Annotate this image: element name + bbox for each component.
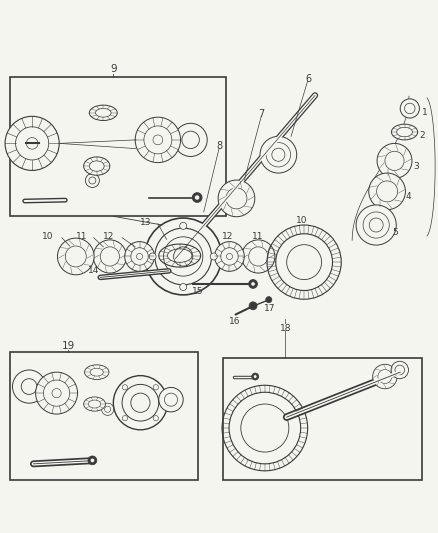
Circle shape xyxy=(377,143,412,179)
Circle shape xyxy=(218,180,255,217)
Circle shape xyxy=(215,241,244,271)
Circle shape xyxy=(26,138,38,149)
Text: 16: 16 xyxy=(229,317,240,326)
Circle shape xyxy=(251,282,255,286)
Text: 19: 19 xyxy=(62,341,75,351)
Circle shape xyxy=(249,302,257,310)
Text: 8: 8 xyxy=(216,141,222,151)
Text: 12: 12 xyxy=(103,232,115,241)
Circle shape xyxy=(85,174,99,188)
Circle shape xyxy=(153,385,159,390)
Circle shape xyxy=(88,456,97,465)
Ellipse shape xyxy=(392,124,418,140)
Circle shape xyxy=(180,222,187,229)
Circle shape xyxy=(194,195,200,200)
Text: 18: 18 xyxy=(279,324,291,333)
Text: 11: 11 xyxy=(76,232,87,241)
Ellipse shape xyxy=(84,157,110,175)
Circle shape xyxy=(90,458,95,463)
Circle shape xyxy=(249,280,258,288)
Text: 7: 7 xyxy=(259,109,265,119)
Circle shape xyxy=(192,193,202,203)
Text: 11: 11 xyxy=(252,232,263,241)
Circle shape xyxy=(153,135,163,145)
Circle shape xyxy=(210,253,217,260)
Circle shape xyxy=(391,361,409,379)
Circle shape xyxy=(122,385,127,390)
Circle shape xyxy=(159,387,183,412)
Ellipse shape xyxy=(159,244,201,267)
Ellipse shape xyxy=(89,105,117,120)
Bar xyxy=(223,358,422,480)
Circle shape xyxy=(12,370,46,403)
Text: 3: 3 xyxy=(413,161,419,171)
Circle shape xyxy=(242,240,275,273)
Circle shape xyxy=(125,241,154,271)
Text: 6: 6 xyxy=(305,74,311,84)
Text: 13: 13 xyxy=(140,219,152,228)
Circle shape xyxy=(135,117,180,163)
Circle shape xyxy=(102,403,114,415)
Text: 5: 5 xyxy=(392,228,398,237)
Circle shape xyxy=(180,284,187,290)
Text: 14: 14 xyxy=(88,266,99,276)
Circle shape xyxy=(373,364,397,389)
Text: 15: 15 xyxy=(192,287,204,296)
Text: 2: 2 xyxy=(420,131,425,140)
Ellipse shape xyxy=(84,397,106,411)
Text: 17: 17 xyxy=(265,304,276,313)
Bar xyxy=(11,77,226,216)
Circle shape xyxy=(369,173,406,210)
Circle shape xyxy=(52,389,61,398)
Text: 10: 10 xyxy=(296,216,308,225)
Circle shape xyxy=(5,116,59,171)
Circle shape xyxy=(153,416,159,421)
Ellipse shape xyxy=(85,365,109,379)
Circle shape xyxy=(356,205,396,245)
Circle shape xyxy=(254,375,257,378)
Circle shape xyxy=(93,240,127,273)
Circle shape xyxy=(400,99,420,118)
Text: 4: 4 xyxy=(406,192,411,201)
Circle shape xyxy=(174,123,207,157)
Circle shape xyxy=(226,253,233,260)
Text: 10: 10 xyxy=(42,232,53,241)
Circle shape xyxy=(35,372,78,414)
Circle shape xyxy=(57,238,94,275)
Text: 12: 12 xyxy=(222,232,233,241)
Circle shape xyxy=(122,416,127,421)
Circle shape xyxy=(252,373,259,380)
Bar xyxy=(11,352,198,480)
Circle shape xyxy=(260,136,297,173)
Text: 9: 9 xyxy=(110,64,117,74)
Circle shape xyxy=(113,376,167,430)
Circle shape xyxy=(266,297,272,303)
Text: 1: 1 xyxy=(422,108,428,117)
Circle shape xyxy=(145,218,222,295)
Circle shape xyxy=(149,253,156,260)
Circle shape xyxy=(137,253,143,260)
